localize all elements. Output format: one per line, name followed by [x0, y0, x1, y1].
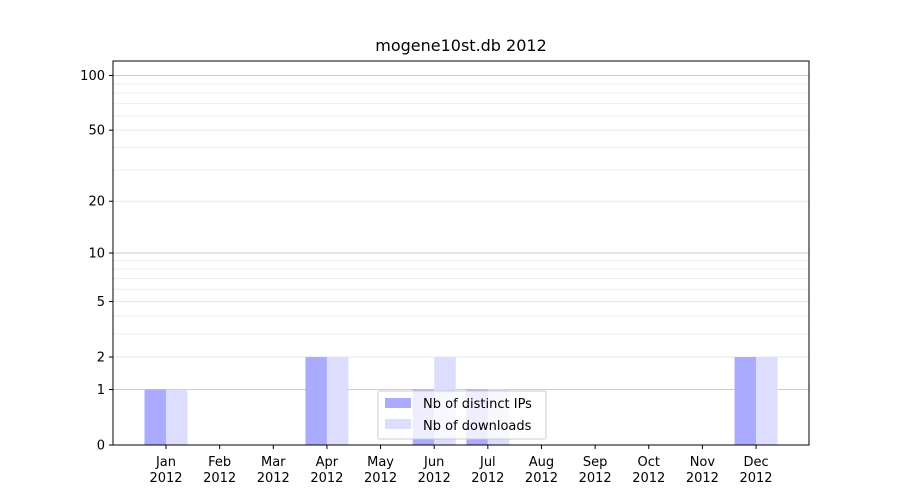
x-tick-label-year: 2012	[418, 471, 451, 486]
x-tick-label-month: Aug	[529, 455, 554, 470]
x-tick-label-year: 2012	[471, 471, 504, 486]
y-tick-label: 5	[97, 295, 105, 310]
x-tick-label-month: Nov	[690, 455, 716, 470]
y-tick-label: 2	[97, 351, 105, 366]
bar-downloads	[756, 357, 778, 445]
y-tick-label: 10	[88, 247, 105, 262]
x-tick-label-year: 2012	[310, 471, 343, 486]
y-tick-label: 1	[97, 383, 105, 398]
x-tick-label-year: 2012	[257, 471, 290, 486]
x-tick-label-month: May	[367, 455, 394, 470]
y-tick-label: 100	[80, 69, 105, 84]
x-tick-label-year: 2012	[632, 471, 665, 486]
legend-swatch-distinct-ips	[385, 398, 411, 408]
bar-downloads	[166, 389, 188, 445]
x-tick-label-year: 2012	[686, 471, 719, 486]
x-tick-label-year: 2012	[203, 471, 236, 486]
x-tick-label-month: Sep	[583, 455, 608, 470]
x-tick-label-year: 2012	[525, 471, 558, 486]
legend-label-distinct-ips: Nb of distinct IPs	[423, 397, 532, 412]
x-tick-label-year: 2012	[739, 471, 772, 486]
bar-distinct-ips	[144, 389, 166, 445]
x-tick-label-month: Oct	[638, 455, 660, 470]
y-tick-label: 20	[88, 195, 105, 210]
legend: Nb of distinct IPs Nb of downloads	[377, 390, 547, 440]
y-tick-label: 0	[97, 439, 105, 454]
x-tick-label-year: 2012	[364, 471, 397, 486]
y-axis: 0 1 2 5 10 20 50 100	[80, 69, 113, 454]
chart-title: mogene10st.db 2012	[375, 36, 547, 55]
legend-label-downloads: Nb of downloads	[423, 419, 532, 434]
x-tick-label-month: Apr	[316, 455, 339, 470]
bar-distinct-ips	[305, 357, 327, 445]
x-tick-label-month: Jun	[423, 455, 444, 470]
x-tick-label-month: Dec	[743, 455, 768, 470]
y-tick-label: 50	[88, 124, 105, 139]
x-tick-label-year: 2012	[579, 471, 612, 486]
x-axis: Jan2012Feb2012Mar2012Apr2012May2012Jun20…	[149, 445, 773, 486]
x-tick-label-year: 2012	[149, 471, 182, 486]
grid	[113, 74, 809, 390]
x-tick-label-month: Jul	[479, 455, 496, 470]
x-tick-label-month: Feb	[208, 455, 231, 470]
bar-distinct-ips	[734, 357, 757, 445]
x-tick-label-month: Jan	[155, 455, 176, 470]
x-tick-label-month: Mar	[261, 455, 286, 470]
legend-box	[377, 390, 547, 440]
legend-swatch-downloads	[385, 419, 411, 429]
bar-downloads	[326, 357, 349, 445]
